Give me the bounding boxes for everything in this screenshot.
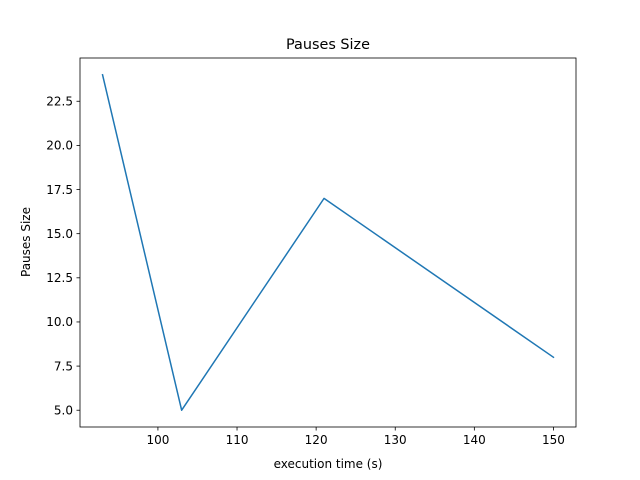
y-tick-label: 15.0 xyxy=(46,227,73,241)
axes-frame xyxy=(79,57,577,428)
y-tick-label: 10.0 xyxy=(46,315,73,329)
series-line-0 xyxy=(101,73,555,411)
plot-area: 100 110 120 130 140 150 5.0 7.5 10.0 12.5 15.0 17.5… xyxy=(46,57,577,447)
x-axis-label: execution time (s) xyxy=(274,457,383,471)
y-tick-label: 12.5 xyxy=(46,271,73,285)
x-tick-label: 150 xyxy=(542,433,565,447)
x-tick-label: 110 xyxy=(226,433,249,447)
x-tick-label: 140 xyxy=(463,433,486,447)
y-tick-label: 5.0 xyxy=(54,404,73,418)
y-axis-label: Pauses Size xyxy=(19,207,33,277)
chart-title: Pauses Size xyxy=(286,37,370,53)
x-tick-label: 130 xyxy=(384,433,407,447)
y-tick-label: 20.0 xyxy=(46,139,73,153)
x-tick-label: 100 xyxy=(146,433,169,447)
y-tick-label: 7.5 xyxy=(54,359,73,373)
x-tick-label: 120 xyxy=(305,433,328,447)
y-tick-label: 17.5 xyxy=(46,183,73,197)
y-tick-label: 22.5 xyxy=(46,95,73,109)
